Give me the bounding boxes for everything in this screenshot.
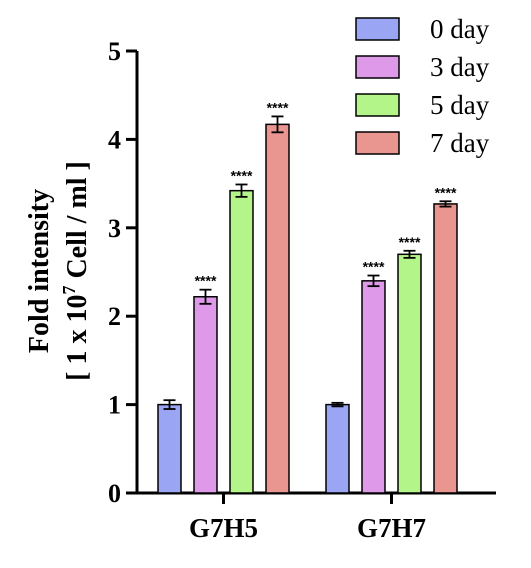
legend-swatch-7-day	[355, 131, 400, 155]
significance-label-G7H5-7-day: ****	[267, 99, 289, 115]
significance-label-G7H5-3-day: ****	[195, 273, 217, 289]
bar-G7H5-7-day	[265, 123, 290, 494]
significance-label-G7H7-7-day: ****	[435, 184, 457, 200]
bar-G7H7-0-day	[325, 403, 350, 494]
significance-label-G7H7-3-day: ****	[363, 259, 385, 275]
bar-G7H7-3-day	[361, 280, 386, 494]
x-tick-label-G7H7: G7H7	[357, 513, 426, 543]
legend: 0 day 3 day 5 day 7 day	[355, 14, 490, 158]
y-axis-label-exponent: 7	[59, 286, 79, 295]
bar-G7H5-0-day	[157, 403, 182, 494]
y-axis-label-line2: [ 1 x 107 Cell / ml ]	[59, 161, 93, 381]
y-axis-label-line1: Fold intensity	[24, 189, 55, 353]
y-tick-label-1: 1	[108, 391, 121, 420]
bar-G7H7-7-day	[433, 203, 458, 494]
y-tick-label-0: 0	[108, 479, 121, 508]
plot-area: 0 1 2 3 4 5 G7H5 **** **** **** G7H7 **** **** ****	[108, 37, 496, 543]
significance-label-G7H5-5-day: ****	[231, 167, 253, 183]
legend-label-3-day: 3 day	[430, 52, 490, 82]
legend-swatch-0-day	[355, 17, 400, 41]
y-tick-label-5: 5	[108, 37, 121, 66]
legend-label-5-day: 5 day	[430, 90, 490, 120]
significance-label-G7H7-5-day: ****	[399, 234, 421, 250]
bar-G7H5-3-day	[193, 296, 218, 494]
bar-G7H7-5-day	[397, 253, 422, 494]
bar-G7H5-5-day	[229, 189, 254, 494]
y-tick-label-4: 4	[108, 125, 121, 154]
legend-swatch-3-day	[355, 55, 400, 79]
legend-label-7-day: 7 day	[430, 128, 490, 158]
legend-label-0-day: 0 day	[430, 14, 490, 44]
legend-swatch-5-day	[355, 93, 400, 117]
x-tick-label-G7H5: G7H5	[189, 513, 258, 543]
y-tick-label-3: 3	[108, 214, 121, 243]
y-tick-label-2: 2	[108, 302, 121, 331]
